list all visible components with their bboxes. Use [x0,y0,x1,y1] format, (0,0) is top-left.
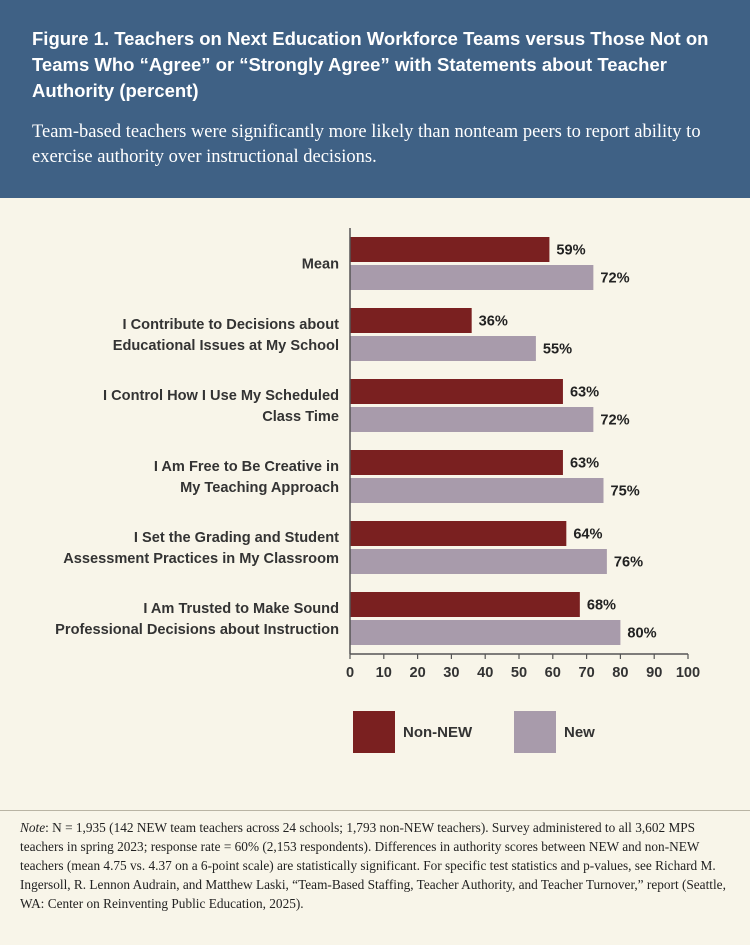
value-label: 80% [627,626,656,642]
value-label: 75% [611,484,640,500]
figure-subtitle: Team-based teachers were significantly m… [32,122,701,167]
bar-non-new [350,237,550,262]
category-label: Mean [302,257,339,273]
value-label: 63% [570,456,599,472]
x-tick-label: 30 [443,665,459,681]
x-tick-label: 50 [511,665,527,681]
bar-non-new [350,592,580,617]
x-tick-label: 40 [477,665,493,681]
category-label: Professional Decisions about Instruction [55,622,339,638]
x-tick-label: 70 [578,665,594,681]
bar-new [350,265,594,290]
category-label: I Control How I Use My Scheduled [103,388,339,404]
note-text: : N = 1,935 (142 NEW team teachers acros… [20,820,726,911]
bar-new [350,336,536,361]
figure-note: Note: N = 1,935 (142 NEW team teachers a… [20,818,732,913]
bar-non-new [350,521,567,546]
value-label: 76% [614,555,643,571]
bar-non-new [350,379,563,404]
x-tick-label: 60 [545,665,561,681]
x-tick-label: 90 [646,665,662,681]
legend-label: New [564,724,595,741]
legend-label: Non-NEW [403,724,473,741]
legend-swatch-non-new [353,711,395,753]
bar-new [350,478,604,503]
category-label: Assessment Practices in My Classroom [63,551,339,567]
value-label: 68% [587,598,616,614]
value-label: 36% [479,314,508,330]
category-label: Class Time [262,409,339,425]
category-label: I Set the Grading and Student [134,530,339,546]
bar-new [350,620,621,645]
value-label: 72% [600,271,629,287]
figure-title: Figure 1. Teachers on Next Education Wor… [32,28,709,101]
note-divider [0,810,750,811]
value-label: 55% [543,342,572,358]
category-label: My Teaching Approach [180,480,339,496]
bar-new [350,407,594,432]
bar-non-new [350,450,563,475]
value-label: 72% [600,413,629,429]
x-tick-label: 80 [612,665,628,681]
category-label: Educational Issues at My School [113,338,339,354]
bar-non-new [350,308,472,333]
figure-header: Figure 1. Teachers on Next Education Wor… [0,0,750,198]
category-label: I Contribute to Decisions about [123,317,340,333]
x-tick-label: 10 [376,665,392,681]
x-tick-label: 20 [409,665,425,681]
note-label: Note [20,820,46,835]
value-label: 63% [570,385,599,401]
bar-new [350,549,607,574]
value-label: 64% [573,527,602,543]
value-label: 59% [556,243,585,259]
category-label: I Am Free to Be Creative in [154,459,339,475]
x-tick-label: 100 [676,665,700,681]
category-label: I Am Trusted to Make Sound [143,601,339,617]
legend-swatch-new [514,711,556,753]
x-tick-label: 0 [346,665,354,681]
bar-chart: 59% 72% Mean 36% 55% I Contribute to Decision… [55,228,700,753]
